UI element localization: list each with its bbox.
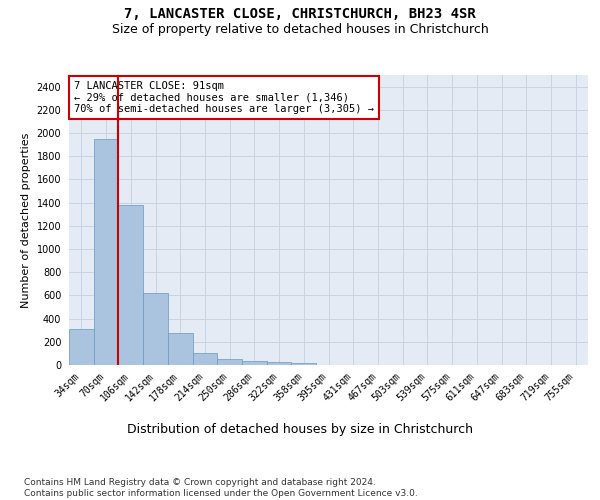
Bar xyxy=(217,360,242,365)
Bar xyxy=(118,205,143,365)
Bar xyxy=(69,329,94,365)
Bar xyxy=(242,362,267,365)
Bar xyxy=(292,362,316,365)
Bar xyxy=(168,333,193,365)
Text: Contains HM Land Registry data © Crown copyright and database right 2024.
Contai: Contains HM Land Registry data © Crown c… xyxy=(24,478,418,498)
Text: 7 LANCASTER CLOSE: 91sqm
← 29% of detached houses are smaller (1,346)
70% of sem: 7 LANCASTER CLOSE: 91sqm ← 29% of detach… xyxy=(74,81,374,114)
Text: Size of property relative to detached houses in Christchurch: Size of property relative to detached ho… xyxy=(112,22,488,36)
Bar xyxy=(143,292,168,365)
Bar xyxy=(267,362,292,365)
Bar xyxy=(193,354,217,365)
Y-axis label: Number of detached properties: Number of detached properties xyxy=(21,132,31,308)
Text: 7, LANCASTER CLOSE, CHRISTCHURCH, BH23 4SR: 7, LANCASTER CLOSE, CHRISTCHURCH, BH23 4… xyxy=(124,8,476,22)
Text: Distribution of detached houses by size in Christchurch: Distribution of detached houses by size … xyxy=(127,422,473,436)
Bar xyxy=(94,139,118,365)
